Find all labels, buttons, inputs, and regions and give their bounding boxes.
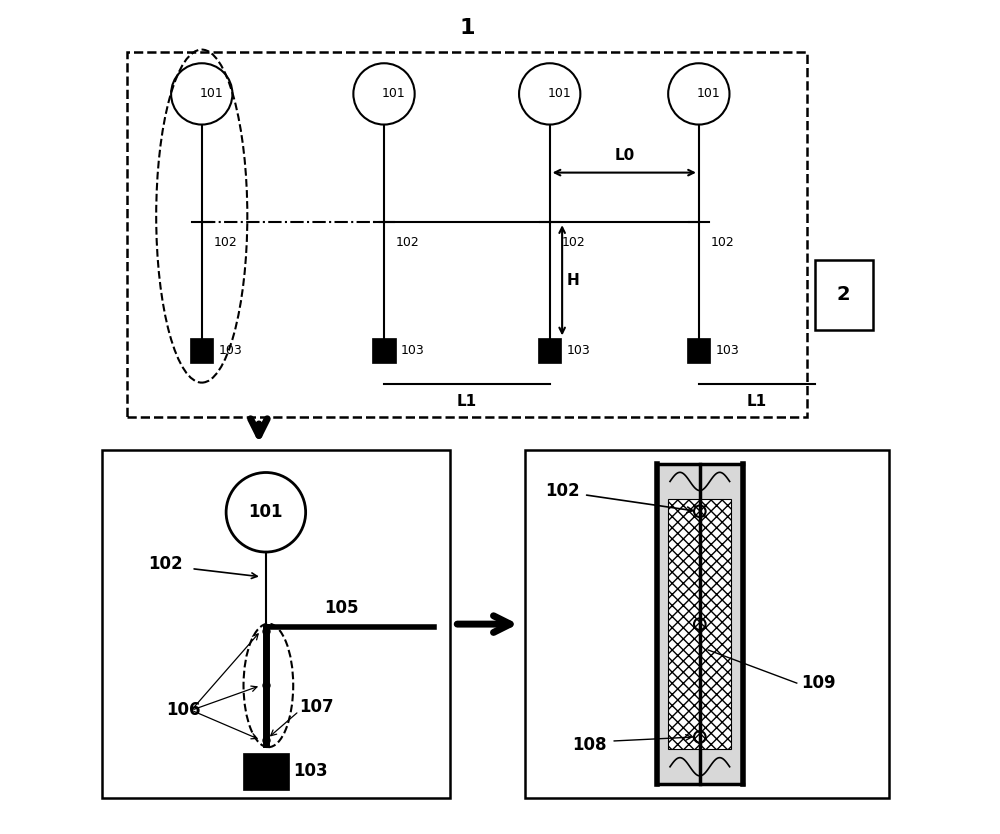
Text: 101: 101 [697, 88, 721, 100]
Text: 106: 106 [166, 701, 201, 719]
Text: 101: 101 [249, 503, 283, 521]
Text: 102: 102 [545, 481, 580, 500]
Text: 103: 103 [294, 762, 328, 780]
Bar [668, 499, 731, 750]
Text: L1: L1 [457, 394, 477, 409]
Text: 103: 103 [401, 344, 424, 357]
Text: 102: 102 [148, 555, 183, 574]
Bar [538, 339, 561, 363]
Text: 102: 102 [561, 235, 585, 249]
Text: 101: 101 [548, 88, 572, 100]
Text: 1: 1 [459, 18, 475, 38]
Text: 2: 2 [837, 285, 851, 304]
Bar [102, 450, 450, 798]
Text: 109: 109 [801, 674, 836, 692]
Bar [190, 339, 213, 363]
Text: 103: 103 [715, 344, 739, 357]
Text: 103: 103 [218, 344, 242, 357]
Text: 102: 102 [213, 235, 237, 249]
Text: 108: 108 [573, 736, 607, 754]
Text: 102: 102 [710, 235, 734, 249]
Text: 107: 107 [299, 698, 334, 716]
Bar [657, 464, 743, 784]
Text: L0: L0 [614, 148, 634, 163]
Text: 101: 101 [382, 88, 406, 100]
Bar [372, 339, 396, 363]
Text: L1: L1 [747, 394, 767, 409]
Bar [668, 464, 731, 499]
Text: 101: 101 [200, 88, 224, 100]
Text: 102: 102 [396, 235, 419, 249]
Bar [815, 259, 873, 330]
Text: 105: 105 [324, 599, 358, 616]
Bar [127, 53, 807, 417]
Text: 103: 103 [566, 344, 590, 357]
Bar [525, 450, 889, 798]
Bar [687, 339, 710, 363]
Bar [243, 752, 289, 790]
Text: H: H [566, 273, 579, 288]
Bar [668, 750, 731, 784]
